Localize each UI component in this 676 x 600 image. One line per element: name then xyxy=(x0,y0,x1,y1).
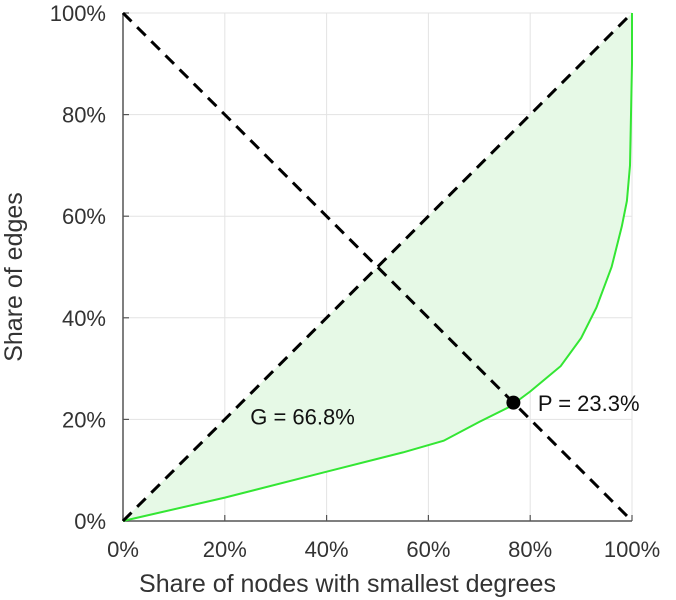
annotation-1: P = 23.3% xyxy=(538,391,640,416)
x-tick-label-3: 60% xyxy=(406,537,450,562)
x-tick-label-1: 20% xyxy=(203,537,247,562)
y-axis-label: Share of edges xyxy=(0,192,28,362)
x-tick-label-4: 80% xyxy=(508,537,552,562)
annotation-0: G = 66.8% xyxy=(250,404,355,429)
annotations: G = 66.8% P = 23.3% xyxy=(250,391,639,430)
x-tick-label-0: 0% xyxy=(107,537,139,562)
y-tick-label-5: 100% xyxy=(50,1,106,26)
y-tick-labels: 0% 20% 40% 60% 80% 100% xyxy=(50,1,106,534)
y-tick-label-3: 60% xyxy=(62,204,106,229)
y-tick-label-1: 20% xyxy=(62,407,106,432)
x-axis-label: Share of nodes with smallest degrees xyxy=(139,570,556,598)
y-tick-label-0: 0% xyxy=(74,509,106,534)
series-lines xyxy=(121,11,634,523)
y-tick-label-4: 80% xyxy=(62,103,106,128)
gini-area-fill xyxy=(123,13,632,521)
x-tick-label-5: 100% xyxy=(604,537,660,562)
x-tick-label-2: 40% xyxy=(305,537,349,562)
lorenz-curve-line xyxy=(122,13,633,522)
point-p-marker xyxy=(506,395,521,410)
x-tick-labels: 0% 20% 40% 60% 80% 100% xyxy=(107,537,660,562)
axes-frame xyxy=(122,12,633,522)
y-tick-label-2: 40% xyxy=(62,306,106,331)
